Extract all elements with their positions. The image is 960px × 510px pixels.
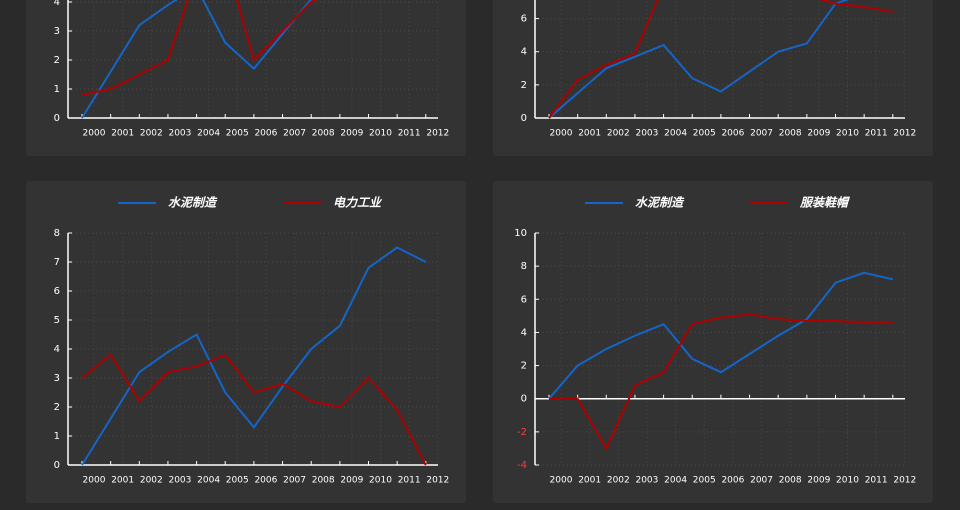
x-tick-label: 2000 (550, 476, 573, 486)
x-tick-label: 2003 (635, 129, 658, 139)
y-tick-label: 6 (54, 286, 60, 297)
y-tick-label: 3 (54, 26, 60, 37)
y-tick-label: 8 (54, 228, 60, 239)
x-tick-label: 2001 (578, 476, 601, 486)
x-tick-label: 2008 (312, 129, 335, 139)
series-line (548, 0, 893, 119)
x-tick-label: 2010 (369, 476, 392, 486)
x-tick-label: 2007 (283, 476, 306, 486)
y-tick-label: 0 (54, 460, 60, 471)
y-tick-label: 1 (54, 431, 60, 442)
x-tick-label: 2006 (254, 129, 277, 139)
y-tick-label: 5 (54, 315, 60, 326)
x-tick-label: 2010 (836, 129, 859, 139)
x-tick-label: 2004 (664, 476, 687, 486)
legend-label: 电力工业 (333, 196, 383, 210)
y-tick-label: 10 (514, 228, 527, 239)
y-tick-label: 8 (521, 261, 527, 272)
x-tick-label: 2005 (226, 129, 249, 139)
x-tick-label: 2011 (865, 129, 888, 139)
x-tick-label: 2004 (197, 129, 220, 139)
y-tick-label: 1 (54, 84, 60, 95)
y-tick-label: 4 (54, 344, 60, 355)
y-tick-label: 6 (521, 14, 527, 25)
x-tick-label: 2005 (693, 476, 716, 486)
y-tick-label: 4 (521, 47, 527, 58)
x-tick-label: 2001 (578, 129, 601, 139)
y-tick-label: 3 (54, 373, 60, 384)
x-tick-label: 2012 (893, 476, 916, 486)
x-tick-label: 2001 (111, 129, 134, 139)
x-tick-label: 2009 (340, 476, 363, 486)
x-tick-label: 2003 (168, 476, 191, 486)
x-tick-label: 2006 (721, 476, 744, 486)
y-tick-label: 0 (521, 113, 527, 124)
x-tick-label: 2006 (721, 129, 744, 139)
y-tick-label: 2 (54, 402, 60, 413)
x-tick-label: 2010 (369, 129, 392, 139)
x-tick-label: 2008 (312, 476, 335, 486)
x-tick-label: 2000 (83, 129, 106, 139)
y-tick-label: 0 (54, 113, 60, 124)
x-tick-label: 2009 (340, 129, 363, 139)
y-tick-label: 4 (54, 0, 60, 8)
y-tick-label: -2 (517, 427, 527, 438)
y-tick-label: 2 (521, 361, 527, 372)
x-tick-label: 2000 (83, 476, 106, 486)
y-tick-label: 6 (521, 294, 527, 305)
x-tick-label: 2006 (254, 476, 277, 486)
x-tick-label: 2009 (807, 476, 830, 486)
x-tick-label: 2011 (398, 129, 421, 139)
series-line (548, 271, 894, 400)
x-tick-label: 2007 (750, 476, 773, 486)
x-tick-label: 2011 (398, 476, 421, 486)
x-tick-label: 2008 (779, 129, 802, 139)
x-tick-label: 2005 (226, 476, 249, 486)
y-tick-label: 2 (54, 55, 60, 66)
x-tick-label: 2005 (693, 129, 716, 139)
x-tick-label: 2010 (836, 476, 859, 486)
x-tick-label: 2003 (635, 476, 658, 486)
x-tick-label: 2001 (111, 476, 134, 486)
x-tick-label: 2007 (750, 129, 773, 139)
x-tick-label: 2002 (140, 129, 163, 139)
series-line (81, 246, 427, 466)
x-tick-label: 2004 (197, 476, 220, 486)
y-tick-label: 7 (54, 257, 60, 268)
panel (26, 0, 466, 156)
x-tick-label: 2000 (550, 129, 573, 139)
x-tick-label: 2011 (865, 476, 888, 486)
y-tick-label: 2 (521, 80, 527, 91)
legend-label: 水泥制造 (635, 196, 685, 210)
legend-label: 水泥制造 (168, 196, 218, 210)
x-tick-label: 2009 (807, 129, 830, 139)
x-tick-label: 2012 (893, 129, 916, 139)
y-tick-label: -4 (517, 460, 527, 471)
legend-label: 服装鞋帽 (799, 196, 850, 210)
panel (26, 181, 466, 503)
y-tick-label: 0 (521, 394, 527, 405)
x-tick-label: 2002 (607, 476, 630, 486)
y-tick-label: 4 (521, 327, 527, 338)
x-tick-label: 2002 (140, 476, 163, 486)
x-tick-label: 2003 (168, 129, 191, 139)
x-tick-label: 2004 (664, 129, 687, 139)
series-line (81, 0, 318, 96)
x-tick-label: 2012 (426, 476, 449, 486)
panel (493, 0, 933, 156)
x-tick-label: 2008 (779, 476, 802, 486)
series-line (549, 313, 893, 451)
x-tick-label: 2012 (426, 129, 449, 139)
series-line (81, 0, 312, 119)
x-tick-label: 2002 (607, 129, 630, 139)
x-tick-label: 2007 (283, 129, 306, 139)
panel (493, 181, 933, 503)
series-line (81, 353, 427, 466)
